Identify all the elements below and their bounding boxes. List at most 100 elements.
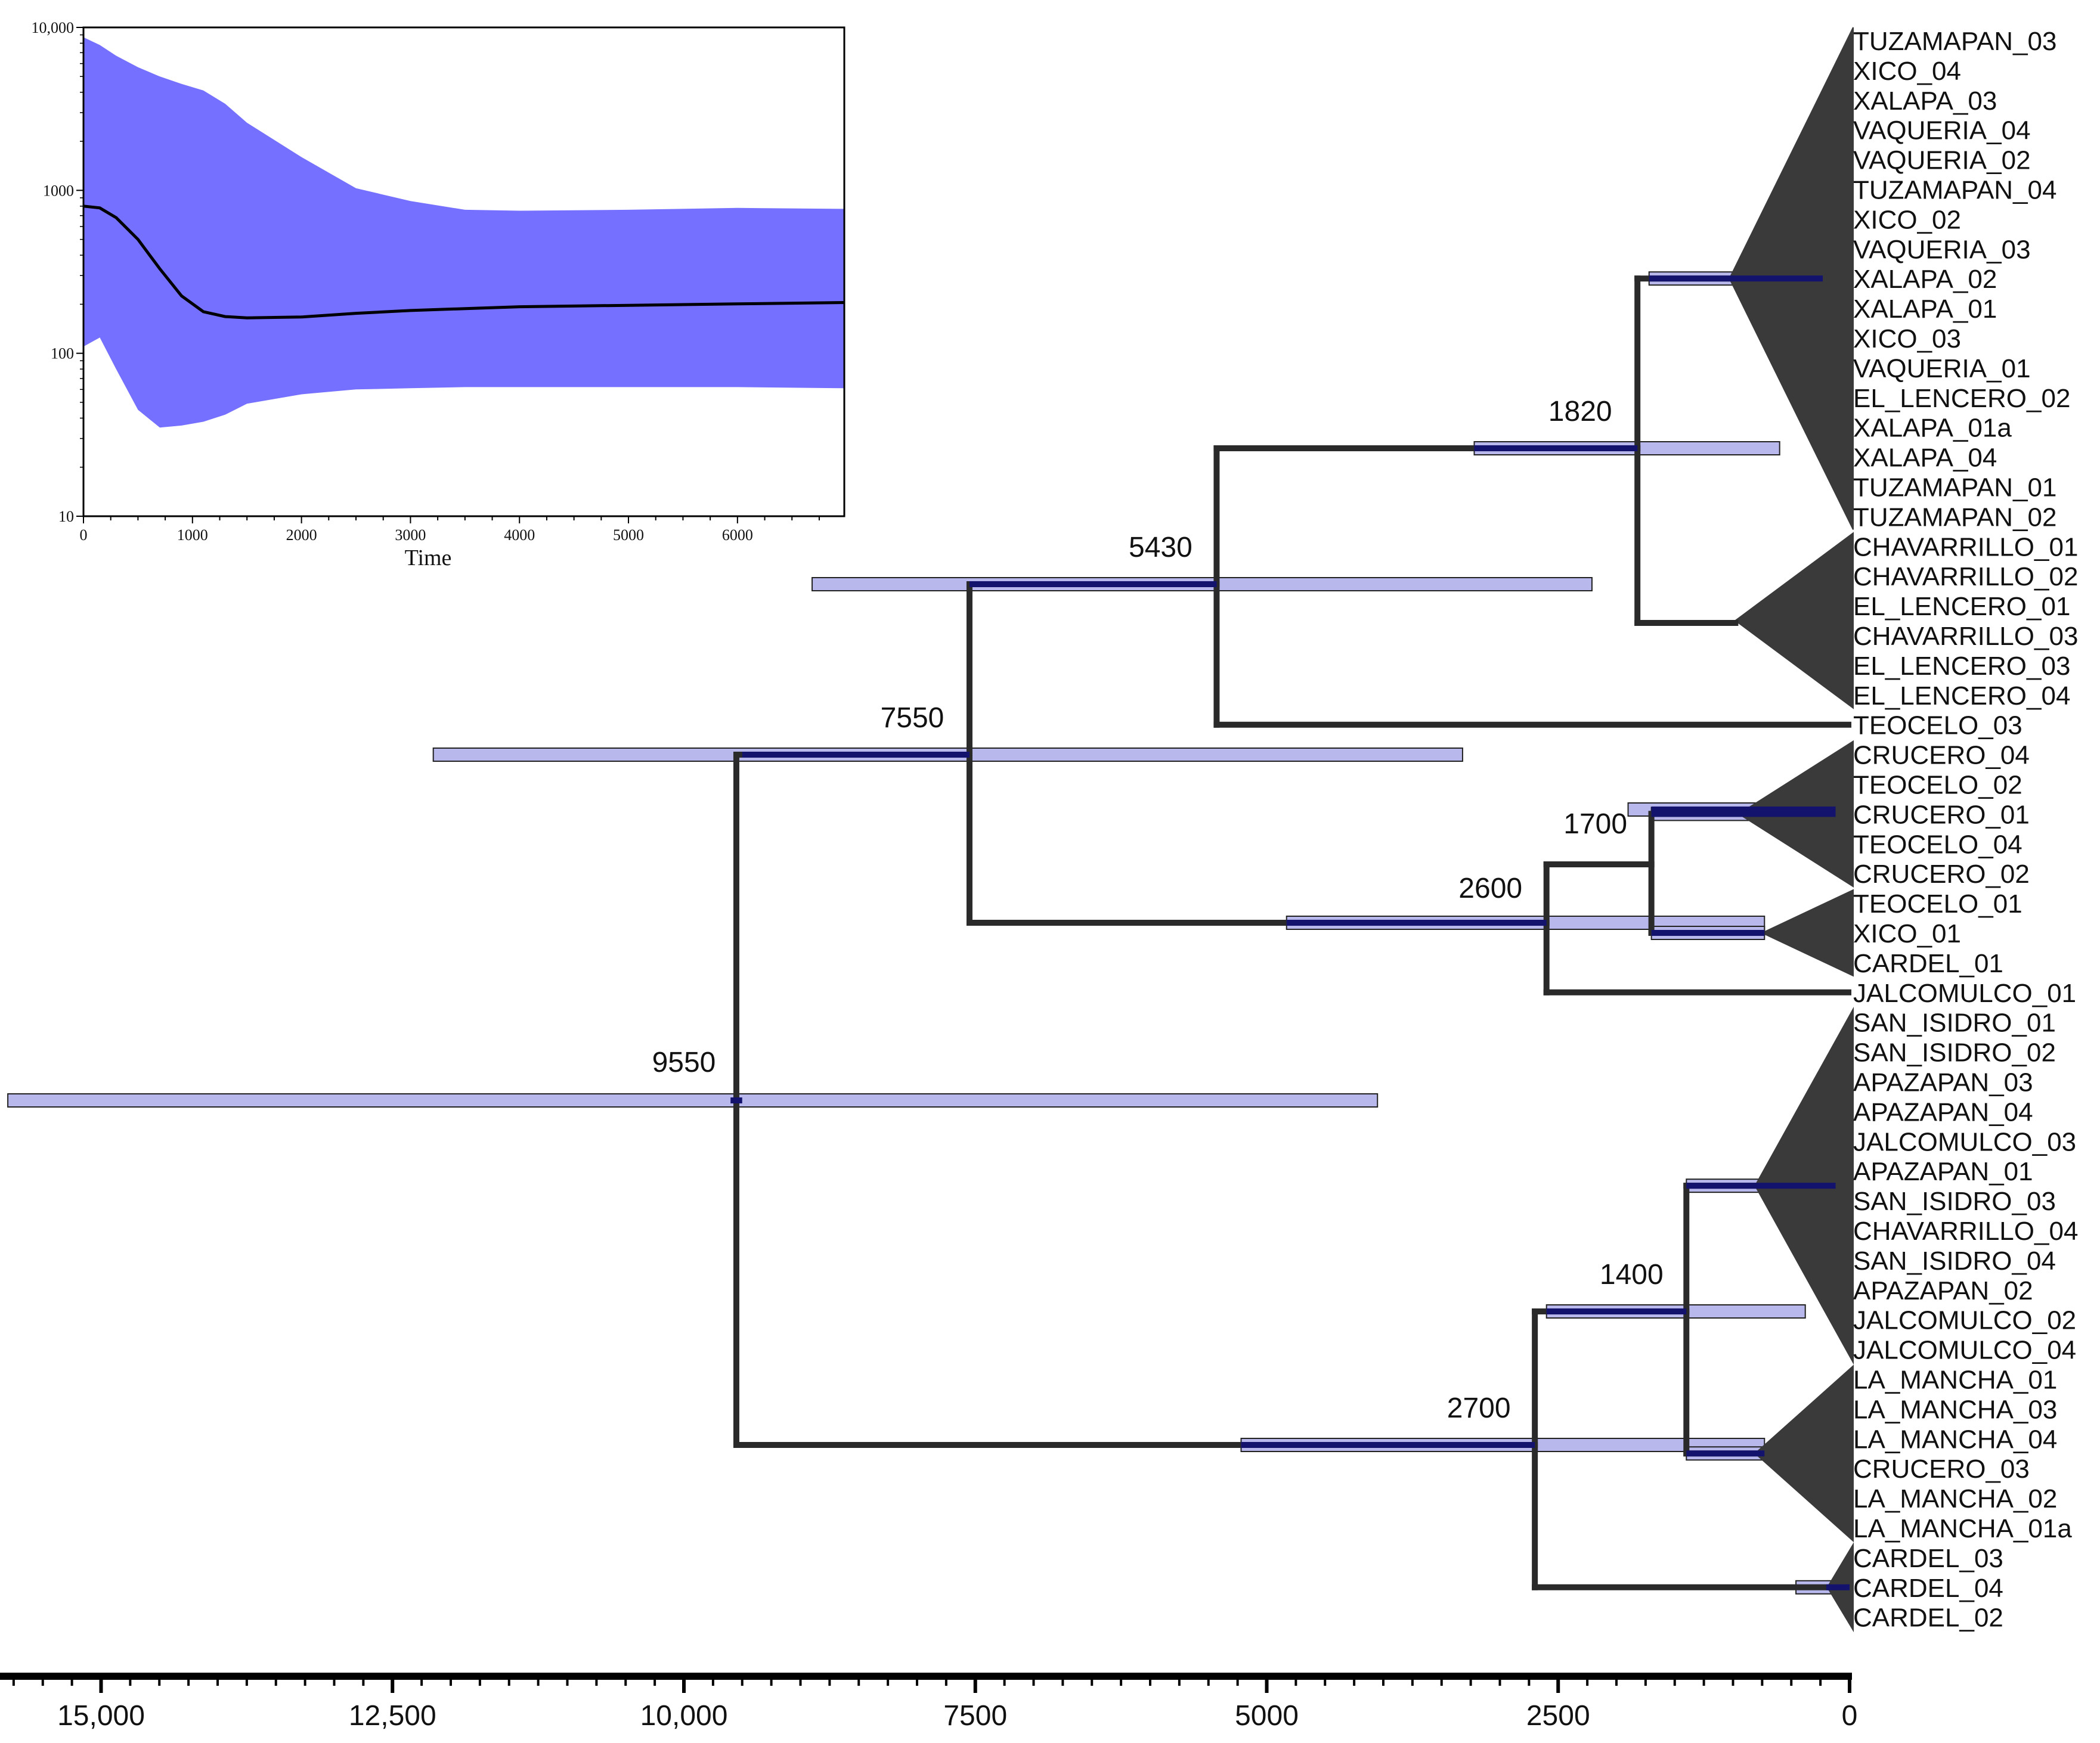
axis-label-7500: 7500 — [943, 1700, 1007, 1732]
taxon-la-mancha-04: LA_MANCHA_04 — [1853, 1425, 2057, 1454]
taxon-xalapa-01a: XALAPA_01a — [1853, 414, 2012, 443]
axis-label-5000: 5000 — [1235, 1700, 1299, 1732]
inset-x-label: 5000 — [613, 526, 644, 544]
taxon-teocelo-01: TEOCELO_01 — [1853, 889, 2022, 919]
taxon-el-lencero-03: EL_LENCERO_03 — [1853, 652, 2070, 681]
taxon-apazapan-04: APAZAPAN_04 — [1853, 1097, 2033, 1127]
taxon-crucero-04: CRUCERO_04 — [1853, 741, 2030, 770]
taxon-tuzamapan-04: TUZAMAPAN_04 — [1853, 176, 2057, 205]
taxon-chavarrillo-02: CHAVARRILLO_02 — [1853, 562, 2078, 591]
taxon-san-isidro-04: SAN_ISIDRO_04 — [1853, 1246, 2056, 1276]
taxon-chavarrillo-01: CHAVARRILLO_01 — [1853, 532, 2078, 562]
node-1820-hpd-core — [1474, 445, 1638, 451]
taxon-tuzamapan-02: TUZAMAPAN_02 — [1853, 503, 2057, 532]
inset-y-label: 100 — [51, 345, 74, 362]
collapsed-clades — [1729, 27, 1854, 1633]
taxon-cardel-02: CARDEL_02 — [1853, 1604, 2003, 1633]
node-label-1820: 1820 — [1548, 396, 1612, 427]
clade-cardel-hpd-core — [1826, 1584, 1850, 1590]
bsp-median-line — [83, 204, 845, 320]
inset-x-label: 2000 — [286, 526, 317, 544]
taxon-el-lencero-01: EL_LENCERO_01 — [1853, 592, 2070, 621]
clade-la-mancha-hpd-core — [1686, 1450, 1765, 1457]
taxon-jalcomulco-04: JALCOMULCO_04 — [1853, 1336, 2076, 1365]
taxon-apazapan-02: APAZAPAN_02 — [1853, 1276, 2033, 1305]
taxon-jalcomulco-03: JALCOMULCO_03 — [1853, 1127, 2076, 1156]
axis-label-15000: 15,000 — [57, 1700, 145, 1732]
node-2600-hpd-core — [1286, 920, 1547, 926]
taxon-vaqueria-02: VAQUERIA_02 — [1853, 146, 2031, 175]
taxon-xalapa-01: XALAPA_01 — [1853, 294, 1997, 324]
taxon-crucero-02: CRUCERO_02 — [1853, 860, 2030, 889]
taxon-san-isidro-02: SAN_ISIDRO_02 — [1853, 1038, 2056, 1068]
node-label-7550: 7550 — [881, 702, 944, 734]
taxon-teocelo-04: TEOCELO_04 — [1853, 830, 2022, 859]
taxon-la-mancha-01: LA_MANCHA_01 — [1853, 1366, 2057, 1395]
node-label-1700: 1700 — [1563, 808, 1627, 840]
node-5430-hpd-core — [969, 581, 1217, 587]
inset-y-label: 10 — [58, 508, 74, 525]
inset-x-label: 4000 — [504, 526, 535, 544]
node-1400-hpd-core — [1546, 1308, 1687, 1314]
taxon-tuzamapan-03: TUZAMAPAN_03 — [1853, 27, 2057, 56]
clade-teocelo-hpd-core — [1651, 930, 1765, 936]
taxon-xico-03: XICO_03 — [1853, 324, 1961, 353]
taxon-vaqueria-03: VAQUERIA_03 — [1853, 235, 2031, 264]
inset-x-label: 6000 — [722, 526, 753, 544]
node-label-1400: 1400 — [1600, 1259, 1664, 1291]
taxon-el-lencero-02: EL_LENCERO_02 — [1853, 384, 2070, 413]
inset-x-axis-title: Time — [405, 545, 452, 570]
clade-teocelo-triangle — [1761, 889, 1854, 977]
taxon-tuzamapan-01: TUZAMAPAN_01 — [1853, 473, 2057, 503]
taxon-jalcomulco-02: JALCOMULCO_02 — [1853, 1306, 2076, 1335]
taxon-vaqueria-04: VAQUERIA_04 — [1853, 116, 2031, 145]
taxon-el-lencero-04: EL_LENCERO_04 — [1853, 681, 2070, 711]
taxon-san-isidro-03: SAN_ISIDRO_03 — [1853, 1187, 2056, 1216]
taxon-cardel-04: CARDEL_04 — [1853, 1574, 2003, 1603]
clade-xalapa-hpd-core — [1649, 275, 1823, 282]
taxon-apazapan-01: APAZAPAN_01 — [1853, 1157, 2033, 1186]
bsp-hpd-band — [83, 37, 844, 428]
taxon-crucero-03: CRUCERO_03 — [1853, 1454, 2030, 1484]
inset-y-label: 1000 — [43, 182, 74, 199]
axis-label-10000: 10,000 — [640, 1700, 728, 1732]
taxon-cardel-03: CARDEL_03 — [1853, 1544, 2003, 1573]
clade-la-mancha-triangle — [1754, 1364, 1854, 1543]
node-9550-hpd — [7, 1093, 1379, 1108]
taxon-xico-02: XICO_02 — [1853, 205, 1961, 234]
taxon-chavarrillo-03: CHAVARRILLO_03 — [1853, 622, 2078, 651]
hpd-dark-bars — [730, 275, 1850, 1590]
node-1700-hpd-core — [1651, 807, 1836, 812]
taxon-xalapa-03: XALAPA_03 — [1853, 86, 1997, 116]
taxon-xalapa-04: XALAPA_04 — [1853, 443, 1997, 473]
taxon-xico-04: XICO_04 — [1853, 57, 1961, 86]
inset-x-label: 0 — [80, 526, 88, 544]
node-label-5430: 5430 — [1129, 532, 1193, 563]
node-9550-hpd-core — [730, 1097, 742, 1103]
axis-label-2500: 2500 — [1526, 1700, 1590, 1732]
taxon-cardel-01: CARDEL_01 — [1853, 949, 2003, 978]
inset-x-label: 3000 — [395, 526, 426, 544]
inset-frame — [82, 26, 845, 517]
taxon-chavarrillo-04: CHAVARRILLO_04 — [1853, 1217, 2078, 1246]
node-2700-hpd-core — [1241, 1442, 1535, 1448]
node-label-2600: 2600 — [1458, 873, 1522, 904]
taxon-apazapan-03: APAZAPAN_03 — [1853, 1068, 2033, 1097]
taxon-jalcomulco-01: JALCOMULCO_01 — [1853, 979, 2076, 1008]
taxon-xico-01: XICO_01 — [1853, 919, 1961, 948]
taxon-teocelo-03: TEOCELO_03 — [1853, 711, 2022, 740]
hpd-bars — [7, 271, 1851, 1595]
clade-san-isidro-hpd-core — [1686, 1183, 1836, 1189]
taxon-la-mancha-01a: LA_MANCHA_01a — [1853, 1514, 2072, 1543]
axis-label-0: 0 — [1842, 1700, 1858, 1732]
taxon-san-isidro-01: SAN_ISIDRO_01 — [1853, 1009, 2056, 1038]
time-axis: 15,000 12,500 10,000 7500 5000 2500 0 — [0, 1673, 1858, 1732]
node-label-9550: 9550 — [652, 1047, 716, 1078]
taxon-xalapa-02: XALAPA_02 — [1853, 265, 1997, 294]
taxon-vaqueria-01: VAQUERIA_01 — [1853, 354, 2031, 383]
node-7550-hpd-core — [742, 752, 970, 758]
taxon-la-mancha-02: LA_MANCHA_02 — [1853, 1484, 2057, 1514]
node-label-2700: 2700 — [1447, 1392, 1511, 1424]
inset-x-label: 1000 — [177, 526, 208, 544]
